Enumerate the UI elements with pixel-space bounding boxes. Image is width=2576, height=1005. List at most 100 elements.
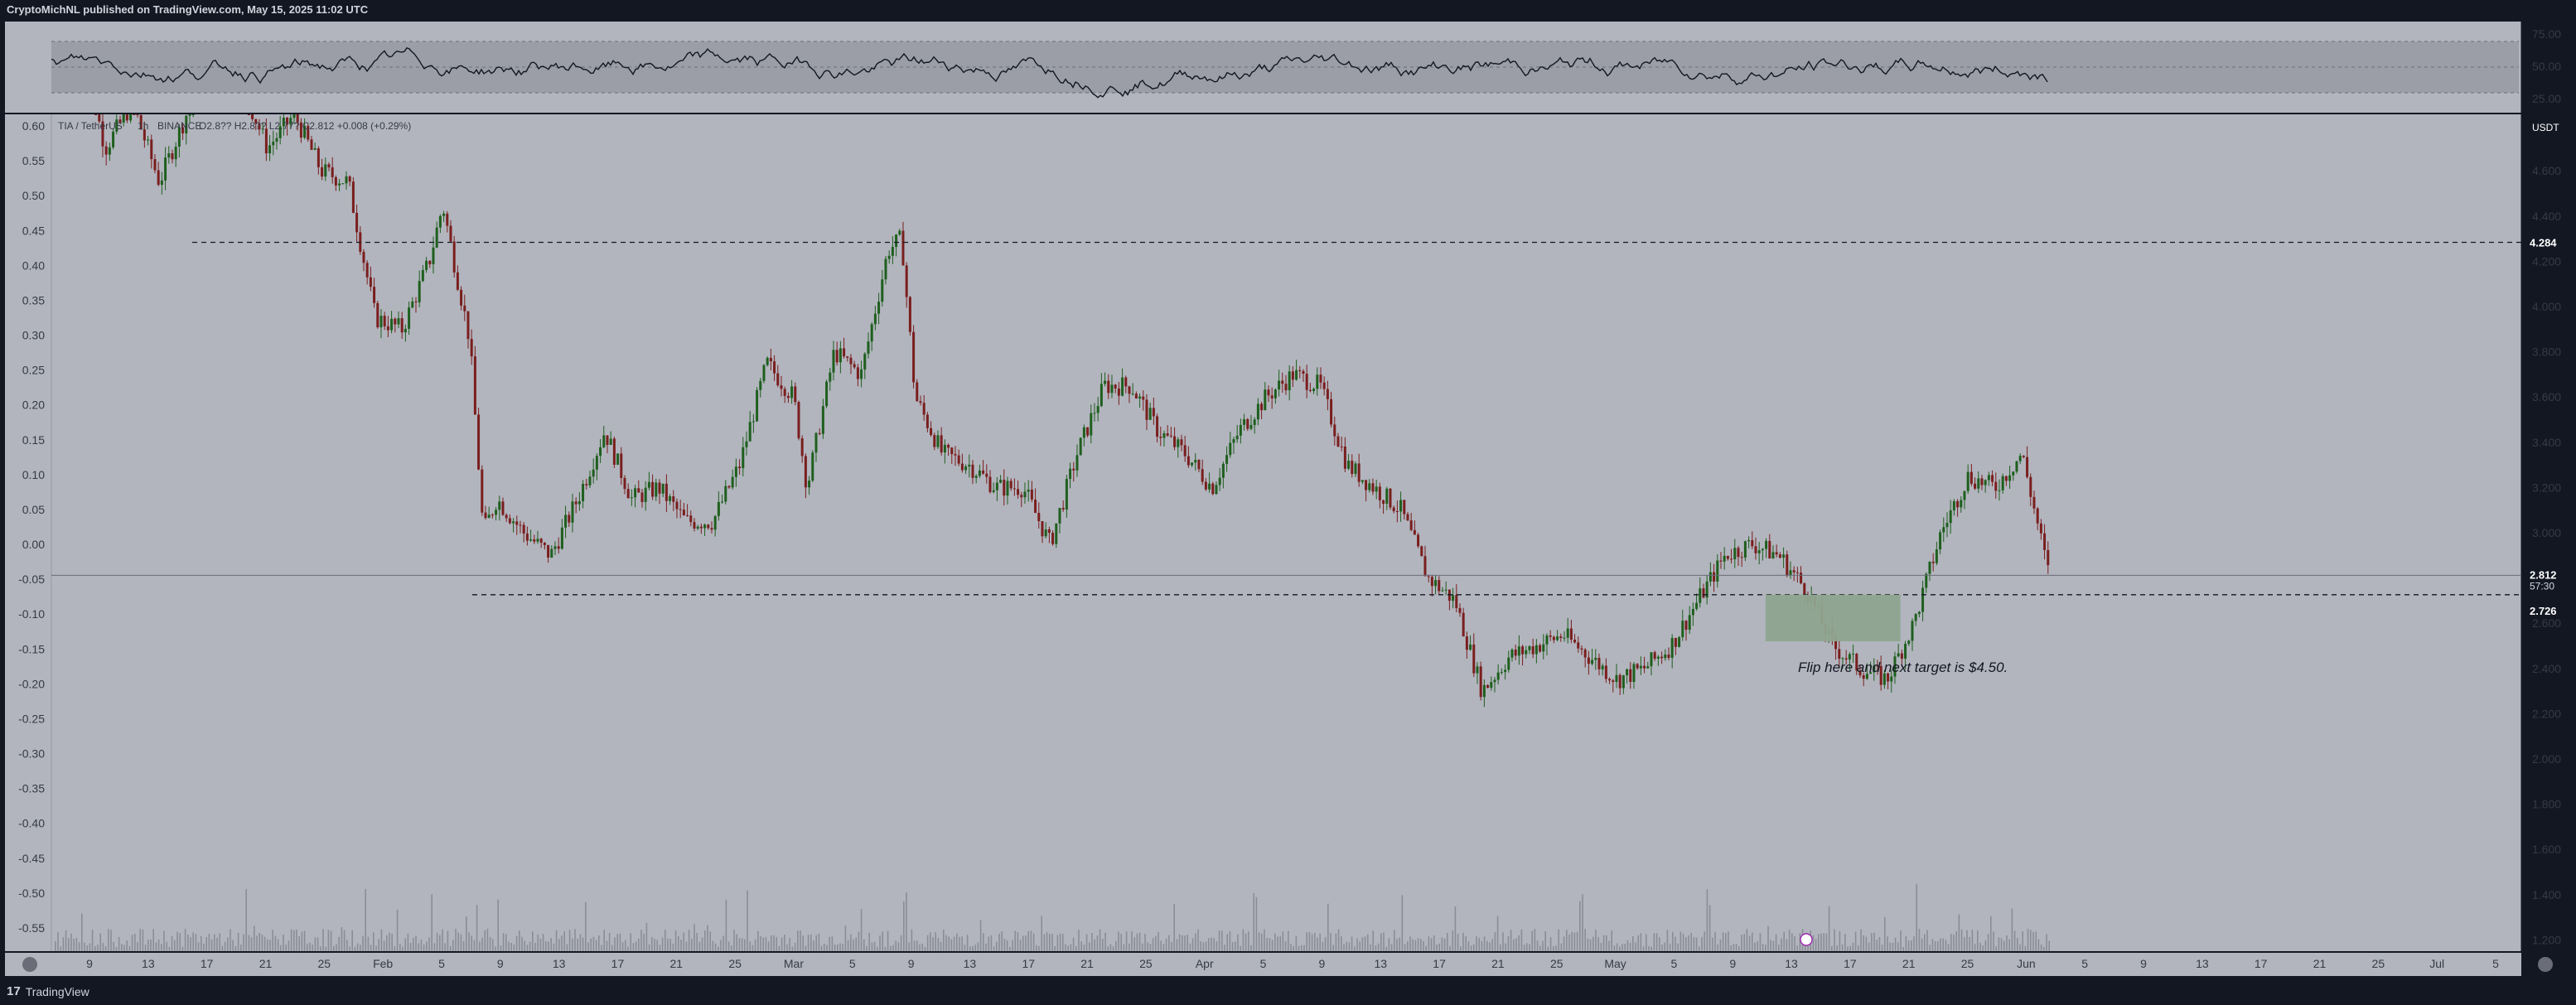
candle-body bbox=[1047, 529, 1051, 534]
level-badge: 4.284 bbox=[2530, 237, 2557, 249]
candle-body bbox=[1079, 437, 1082, 456]
volume-bar bbox=[932, 937, 934, 951]
volume-bar bbox=[1447, 932, 1448, 951]
candle-body bbox=[1966, 471, 1969, 491]
volume-bar bbox=[479, 941, 481, 951]
volume-bar bbox=[333, 945, 335, 951]
candle-body bbox=[1096, 406, 1100, 413]
volume-bar bbox=[959, 936, 960, 951]
volume-bar bbox=[1337, 929, 1340, 951]
volume-bar bbox=[1937, 941, 1939, 951]
left-axis-tick: -0.55 bbox=[18, 921, 45, 935]
volume-bar bbox=[988, 936, 989, 951]
candle-body bbox=[829, 372, 832, 382]
volume-bar bbox=[945, 935, 947, 951]
right-scroll-handle[interactable] bbox=[2538, 957, 2553, 972]
volume-bar bbox=[977, 942, 979, 951]
volume-bar bbox=[688, 930, 690, 951]
volume-bar bbox=[187, 934, 189, 951]
candle-body bbox=[1942, 527, 1945, 533]
volume-bar bbox=[648, 944, 650, 951]
candle-body bbox=[856, 367, 859, 379]
volume-bar bbox=[847, 940, 849, 951]
candle-body bbox=[487, 515, 491, 519]
candle-body bbox=[1253, 419, 1256, 425]
candle-body bbox=[860, 369, 863, 379]
volume-bar bbox=[1619, 946, 1621, 951]
candle-body bbox=[1256, 403, 1259, 420]
volume-bar bbox=[263, 936, 266, 951]
volume-bar bbox=[1913, 936, 1915, 951]
volume-bar bbox=[1390, 944, 1393, 951]
volume-bar bbox=[1868, 942, 1870, 951]
candle-body bbox=[435, 227, 438, 248]
volume-bar bbox=[1136, 933, 1138, 951]
candle-body bbox=[1211, 483, 1215, 495]
candle-body bbox=[341, 183, 345, 185]
volume-bar bbox=[940, 941, 942, 951]
volume-bar bbox=[1781, 938, 1782, 951]
volume-bar bbox=[420, 939, 423, 951]
candle-body bbox=[1013, 488, 1016, 490]
volume-bar bbox=[1043, 934, 1046, 951]
volume-bar bbox=[1725, 932, 1727, 951]
volume-bar bbox=[234, 945, 237, 951]
volume-bar bbox=[698, 941, 701, 951]
candle-body bbox=[147, 139, 150, 141]
volume-bar bbox=[1828, 906, 1830, 951]
volume-bar bbox=[248, 935, 250, 951]
volume-bars bbox=[55, 883, 2050, 951]
candle-body bbox=[1869, 672, 1873, 674]
time-axis[interactable] bbox=[5, 953, 2521, 976]
candle-body bbox=[877, 302, 881, 314]
candle-body bbox=[1444, 589, 1447, 591]
volume-bar bbox=[1221, 930, 1223, 951]
volume-bar bbox=[1646, 934, 1647, 951]
candle-body bbox=[651, 481, 655, 497]
candle-body bbox=[522, 524, 525, 534]
candle-body bbox=[1956, 500, 1960, 508]
price-pane[interactable] bbox=[5, 114, 2521, 951]
candle-body bbox=[2012, 471, 2015, 476]
volume-bar bbox=[1783, 931, 1785, 951]
volume-bar bbox=[1889, 942, 1891, 951]
volume-bar bbox=[1719, 939, 1722, 951]
volume-bar bbox=[1056, 935, 1059, 951]
candle-body bbox=[1643, 665, 1646, 669]
time-axis-label: 9 bbox=[908, 957, 915, 970]
candle-body bbox=[1434, 580, 1438, 587]
volume-bar bbox=[1589, 939, 1592, 951]
candle-body bbox=[2026, 457, 2029, 477]
currency-badge[interactable]: USDT bbox=[2532, 122, 2559, 133]
candle-body bbox=[776, 373, 780, 386]
volume-bar bbox=[1728, 931, 1729, 951]
candle-body bbox=[1476, 666, 1479, 674]
volume-bar bbox=[1324, 936, 1327, 951]
volume-bar bbox=[1085, 934, 1088, 951]
volume-bar bbox=[1568, 934, 1570, 951]
candle-body bbox=[1243, 418, 1246, 425]
candle-body bbox=[1618, 674, 1621, 689]
volume-bar bbox=[1423, 940, 1424, 951]
volume-bar bbox=[370, 945, 372, 951]
candle-body bbox=[153, 159, 157, 171]
left-scroll-handle[interactable] bbox=[22, 957, 37, 972]
annotation-text[interactable]: Flip here and next target is $4.50. bbox=[1798, 660, 2008, 675]
time-axis-label: 5 bbox=[2081, 957, 2088, 970]
currency-badge-bg[interactable] bbox=[2526, 118, 2556, 137]
volume-bar bbox=[1566, 930, 1568, 951]
volume-bar bbox=[1274, 933, 1276, 951]
candle-body bbox=[1587, 657, 1590, 664]
volume-bar bbox=[781, 937, 783, 951]
volume-bar bbox=[1019, 940, 1022, 951]
target-zone-box[interactable] bbox=[1765, 594, 1901, 642]
volume-bar bbox=[1897, 942, 1899, 951]
volume-bar bbox=[1226, 934, 1228, 951]
volume-bar bbox=[555, 930, 558, 951]
volume-bar bbox=[1465, 935, 1467, 951]
event-marker-icon[interactable] bbox=[1800, 933, 1813, 946]
candle-body bbox=[832, 350, 835, 373]
candle-body bbox=[397, 318, 400, 325]
candle-body bbox=[1225, 455, 1229, 464]
